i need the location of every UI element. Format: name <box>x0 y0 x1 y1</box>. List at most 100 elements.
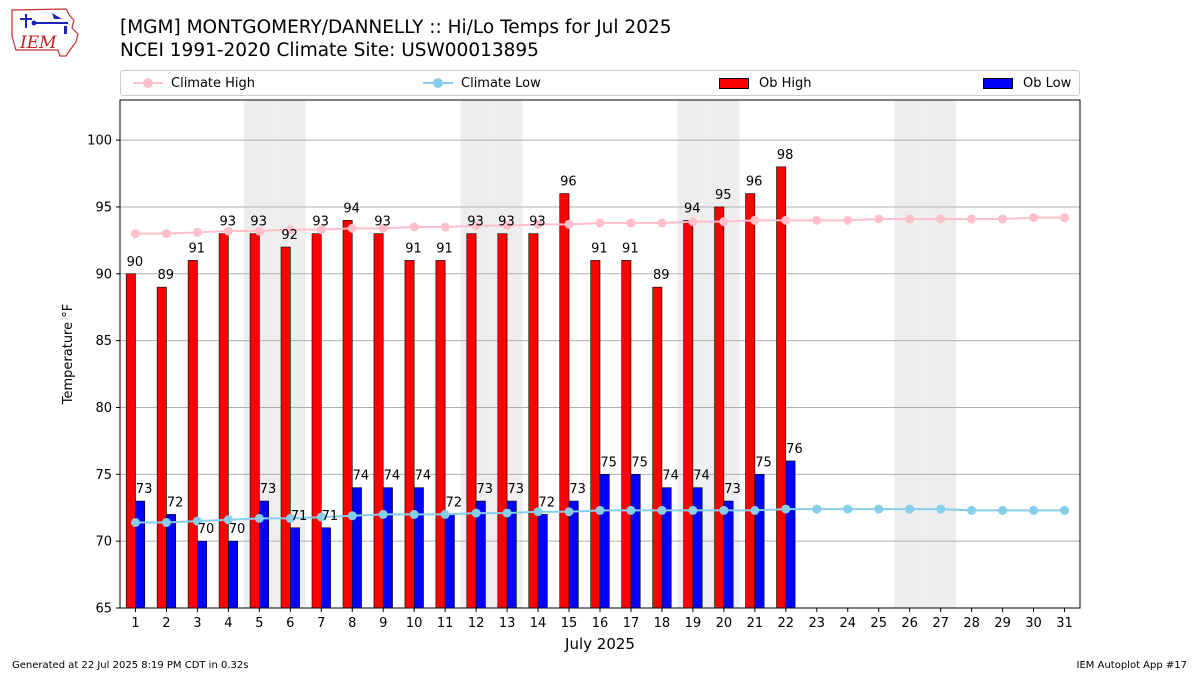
climate-high-point <box>161 229 171 239</box>
ob-low-value-label: 75 <box>755 455 772 470</box>
iem-logo: IEM <box>11 8 79 57</box>
climate-low-point <box>347 511 357 521</box>
climate-low-point <box>998 505 1008 515</box>
ob-high-bar <box>714 206 725 609</box>
ob-low-bar <box>568 500 579 609</box>
climate-high-point <box>564 219 574 229</box>
ob-high-value-label: 95 <box>715 188 732 203</box>
ob-high-bar <box>249 233 260 609</box>
climate-low-point <box>254 513 264 523</box>
x-tick-label: 4 <box>224 616 232 631</box>
y-tick-label: 80 <box>95 401 112 416</box>
climate-high-point <box>595 218 605 228</box>
x-tick-label: 20 <box>716 616 733 631</box>
ob-high-bar <box>466 233 477 609</box>
chart-title: [MGM] MONTGOMERY/DANNELLY :: Hi/Lo Temps… <box>120 17 672 38</box>
climate-low-point <box>905 504 915 514</box>
ob-high-value-label: 91 <box>622 241 639 256</box>
x-tick-label: 26 <box>901 616 918 631</box>
ob-high-value-label: 91 <box>436 241 453 256</box>
ob-high-bar <box>187 260 198 609</box>
climate-high-point <box>316 225 326 235</box>
x-tick-label: 3 <box>193 616 201 631</box>
ob-high-value-label: 93 <box>529 215 546 230</box>
x-tick-label: 1 <box>131 616 139 631</box>
ob-low-bar <box>537 514 548 609</box>
x-tick-label: 21 <box>747 616 764 631</box>
app-credit: IEM Autoplot App #17 <box>1076 660 1187 671</box>
legend-item-climate-high: Climate High <box>133 71 255 95</box>
climate-high-point <box>750 215 760 225</box>
climate-low-point <box>502 508 512 518</box>
legend-item-ob-high: Ob High <box>719 71 812 95</box>
climate-high-point <box>409 222 419 232</box>
ob-high-value-label: 93 <box>250 215 267 230</box>
ob-low-bar <box>228 540 238 609</box>
legend-label-climate-low: Climate Low <box>461 75 541 91</box>
ob-low-value-label: 71 <box>322 509 339 524</box>
ob-high-value-label: 96 <box>560 175 577 190</box>
ob-low-value-label: 70 <box>229 522 246 537</box>
ob-low-value-label: 74 <box>662 469 679 484</box>
climate-high-point <box>905 214 915 224</box>
x-tick-label: 23 <box>809 616 826 631</box>
ob-high-bar <box>342 220 353 609</box>
x-tick-label: 14 <box>530 616 547 631</box>
climate-high-point <box>1060 213 1070 223</box>
ob-high-bar <box>373 233 384 609</box>
x-tick-label: 7 <box>317 616 325 631</box>
ob-low-bar <box>692 487 703 609</box>
x-tick-label: 31 <box>1056 616 1073 631</box>
ob-low-value-label: 71 <box>291 509 308 524</box>
ob-high-bar <box>621 260 632 609</box>
y-axis-label: Temperature °F <box>61 304 76 405</box>
logo-text: IEM <box>19 33 57 53</box>
ob-high-bar <box>559 193 570 609</box>
legend-label-climate-high: Climate High <box>171 75 256 91</box>
climate-high-point <box>967 214 977 224</box>
climate-high-point <box>843 215 853 225</box>
weekend-shade <box>894 100 926 608</box>
climate-low-point <box>688 505 698 515</box>
climate-low-point <box>750 505 760 515</box>
ob-low-value-label: 73 <box>260 482 277 497</box>
generated-timestamp: Generated at 22 Jul 2025 8:19 PM CDT in … <box>12 660 249 671</box>
ob-low-swatch <box>983 77 1013 89</box>
ob-low-bar <box>599 474 610 609</box>
x-axis-label: July 2025 <box>564 635 635 653</box>
climate-low-point <box>719 505 729 515</box>
y-tick-label: 90 <box>95 267 112 282</box>
ob-low-bar <box>754 474 765 609</box>
climate-high-point <box>223 226 233 236</box>
ob-high-bar <box>125 273 136 609</box>
climate-low-point <box>657 505 667 515</box>
ob-low-bar <box>630 474 641 609</box>
ob-low-bar <box>723 500 734 609</box>
x-tick-label: 17 <box>623 616 640 631</box>
climate-low-point <box>316 512 326 522</box>
x-tick-label: 5 <box>255 616 263 631</box>
ob-high-bar <box>311 233 322 609</box>
climate-low-point <box>471 508 481 518</box>
ob-low-bar <box>444 514 455 609</box>
chart-subtitle: NCEI 1991-2020 Climate Site: USW00013895 <box>120 40 539 61</box>
ob-high-value-label: 93 <box>467 215 484 230</box>
y-tick-label: 100 <box>87 134 112 149</box>
x-tick-label: 9 <box>379 616 387 631</box>
ob-low-value-label: 72 <box>538 495 555 510</box>
ob-low-bar <box>290 527 300 609</box>
climate-high-point <box>1029 213 1039 223</box>
climate-high-point <box>502 221 512 231</box>
climate-high-point <box>874 214 884 224</box>
x-tick-label: 28 <box>963 616 980 631</box>
climate-high-point <box>130 229 140 239</box>
climate-low-point <box>781 504 791 514</box>
climate-low-point <box>936 504 946 514</box>
climate-low-point <box>595 505 605 515</box>
ob-low-bar <box>661 487 672 609</box>
climate-high-point <box>626 218 636 228</box>
climate-low-point <box>161 517 171 527</box>
ob-low-bar <box>351 487 362 609</box>
x-tick-label: 27 <box>932 616 949 631</box>
